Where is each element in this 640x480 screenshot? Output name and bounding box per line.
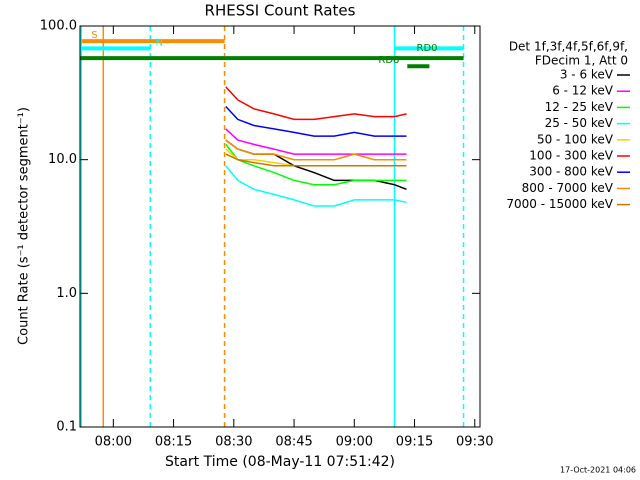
legend-label: 12 - 25 keV [545, 100, 614, 114]
legend-label: 6 - 12 keV [552, 84, 614, 98]
legend-label: 25 - 50 keV [545, 116, 614, 130]
y-tick-label: 1.0 [56, 286, 77, 301]
series-line [225, 143, 407, 186]
chart-title: RHESSI Count Rates [205, 2, 356, 20]
series-line [225, 165, 407, 207]
x-tick-label: 09:30 [456, 435, 493, 450]
interval-label: RD6 [378, 55, 399, 66]
series-line [225, 139, 407, 161]
legend-label: 300 - 800 keV [529, 165, 613, 179]
legend-label: 800 - 7000 keV [522, 181, 614, 195]
y-tick-label: 100.0 [40, 19, 77, 34]
y-axis-label: Count Rate (s⁻¹ detector segment⁻¹) [17, 107, 32, 345]
x-tick-label: 08:00 [95, 435, 132, 450]
legend-label: 3 - 6 keV [560, 68, 614, 82]
y-tick-label: 0.1 [56, 420, 77, 435]
legend-label: 100 - 300 keV [529, 149, 613, 163]
legend-header: Det 1f,3f,4f,5f,6f,9f, [509, 40, 628, 54]
x-tick-label: 08:45 [275, 435, 312, 450]
footer: 17-Oct-2021 04:06 [560, 466, 636, 475]
interval-label: S [91, 30, 97, 41]
interval-label: RD0 [417, 43, 438, 54]
y-tick-label: 10.0 [48, 152, 77, 167]
plot-frame [79, 25, 481, 428]
x-tick-label: 08:30 [215, 435, 252, 450]
interval-label: N [156, 37, 163, 48]
series-line [225, 128, 407, 155]
x-tick-label: 09:00 [336, 435, 373, 450]
legend-header: FDecim 1, Att 0 [535, 54, 628, 68]
x-tick-label: 08:15 [155, 435, 192, 450]
series-line [225, 105, 407, 137]
x-axis-label: Start Time (08-May-11 07:51:42) [165, 454, 395, 470]
series-line [225, 153, 407, 167]
x-tick-label: 09:15 [396, 435, 433, 450]
legend-label: 7000 - 15000 keV [506, 197, 613, 211]
series-line [225, 86, 407, 121]
legend-label: 50 - 100 keV [537, 132, 614, 146]
